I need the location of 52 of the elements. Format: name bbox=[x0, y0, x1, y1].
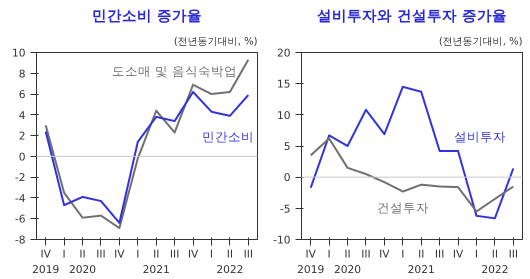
series-label: 도소매 및 음식숙박업 bbox=[112, 64, 238, 79]
y-tick-label: -4 bbox=[14, 192, 26, 205]
line-series bbox=[310, 86, 514, 220]
x-tick-label: IV 2019 bbox=[297, 248, 324, 276]
y-tick-label: 10 bbox=[12, 46, 26, 60]
text: (전년동기대비, %) bbox=[438, 36, 523, 48]
y-tick-label: 20 bbox=[276, 46, 291, 60]
x-tick-label: I bbox=[136, 248, 140, 260]
chart-title: 민간소비 증가율 bbox=[92, 8, 202, 24]
x-tick-label: I bbox=[62, 248, 66, 260]
y-tick-label: 6 bbox=[18, 88, 26, 102]
x-tick-label: I bbox=[328, 248, 331, 260]
x-tick-label: III bbox=[96, 248, 106, 260]
x-tick-label: I bbox=[474, 248, 478, 260]
y-tick-label: -6 bbox=[14, 212, 26, 226]
y-tick-label: 10 bbox=[276, 108, 291, 122]
text: (전년동기대비, %) bbox=[174, 36, 258, 48]
y-tick-label: 2 bbox=[18, 130, 26, 143]
y-tick-label: 0 bbox=[284, 171, 291, 184]
y-tick-label: 5 bbox=[284, 140, 290, 153]
x-tick-label: IV 2019 bbox=[32, 248, 60, 276]
y-tick-label: 15 bbox=[276, 78, 291, 91]
x-tick-label: II 2022 bbox=[216, 248, 244, 276]
line-series bbox=[44, 90, 250, 224]
y-tick-label: 8 bbox=[18, 67, 26, 80]
x-tick-label: IV bbox=[114, 248, 126, 260]
x-tick-label: II 2020 bbox=[68, 248, 96, 276]
x-tick-label: III bbox=[508, 248, 518, 260]
y-tick-label: -10 bbox=[273, 234, 291, 246]
x-tick-label: II 2021 bbox=[142, 248, 170, 276]
x-tick-label: IV bbox=[452, 248, 464, 260]
x-tick-label: III bbox=[434, 248, 444, 260]
x-tick-label: II 2022 bbox=[481, 248, 508, 276]
y-tick-label: -5 bbox=[280, 202, 291, 216]
series-label: 건설투자 bbox=[376, 200, 429, 216]
x-tick-label: IV bbox=[188, 248, 199, 260]
x-tick-label: I bbox=[401, 248, 404, 260]
y-tick-label: 4 bbox=[18, 108, 26, 122]
series-label: 설비투자 bbox=[454, 129, 506, 144]
series-label: 민간소비 bbox=[202, 129, 254, 144]
x-tick-label: II 2020 bbox=[334, 248, 362, 276]
x-tick-label: III bbox=[170, 248, 180, 260]
x-tick-label: II 2021 bbox=[408, 248, 435, 276]
x-tick-label: III bbox=[361, 248, 371, 260]
chart-title: 설비투자와 건설투자 증가율 bbox=[316, 8, 508, 24]
y-tick-label: -8 bbox=[14, 234, 26, 246]
x-tick-label: IV bbox=[379, 248, 390, 260]
y-tick-label: 0 bbox=[18, 150, 26, 164]
line-series bbox=[44, 58, 250, 230]
x-tick-label: III bbox=[244, 248, 254, 260]
y-tick-label: -2 bbox=[14, 171, 26, 184]
x-tick-label: I bbox=[210, 248, 214, 260]
